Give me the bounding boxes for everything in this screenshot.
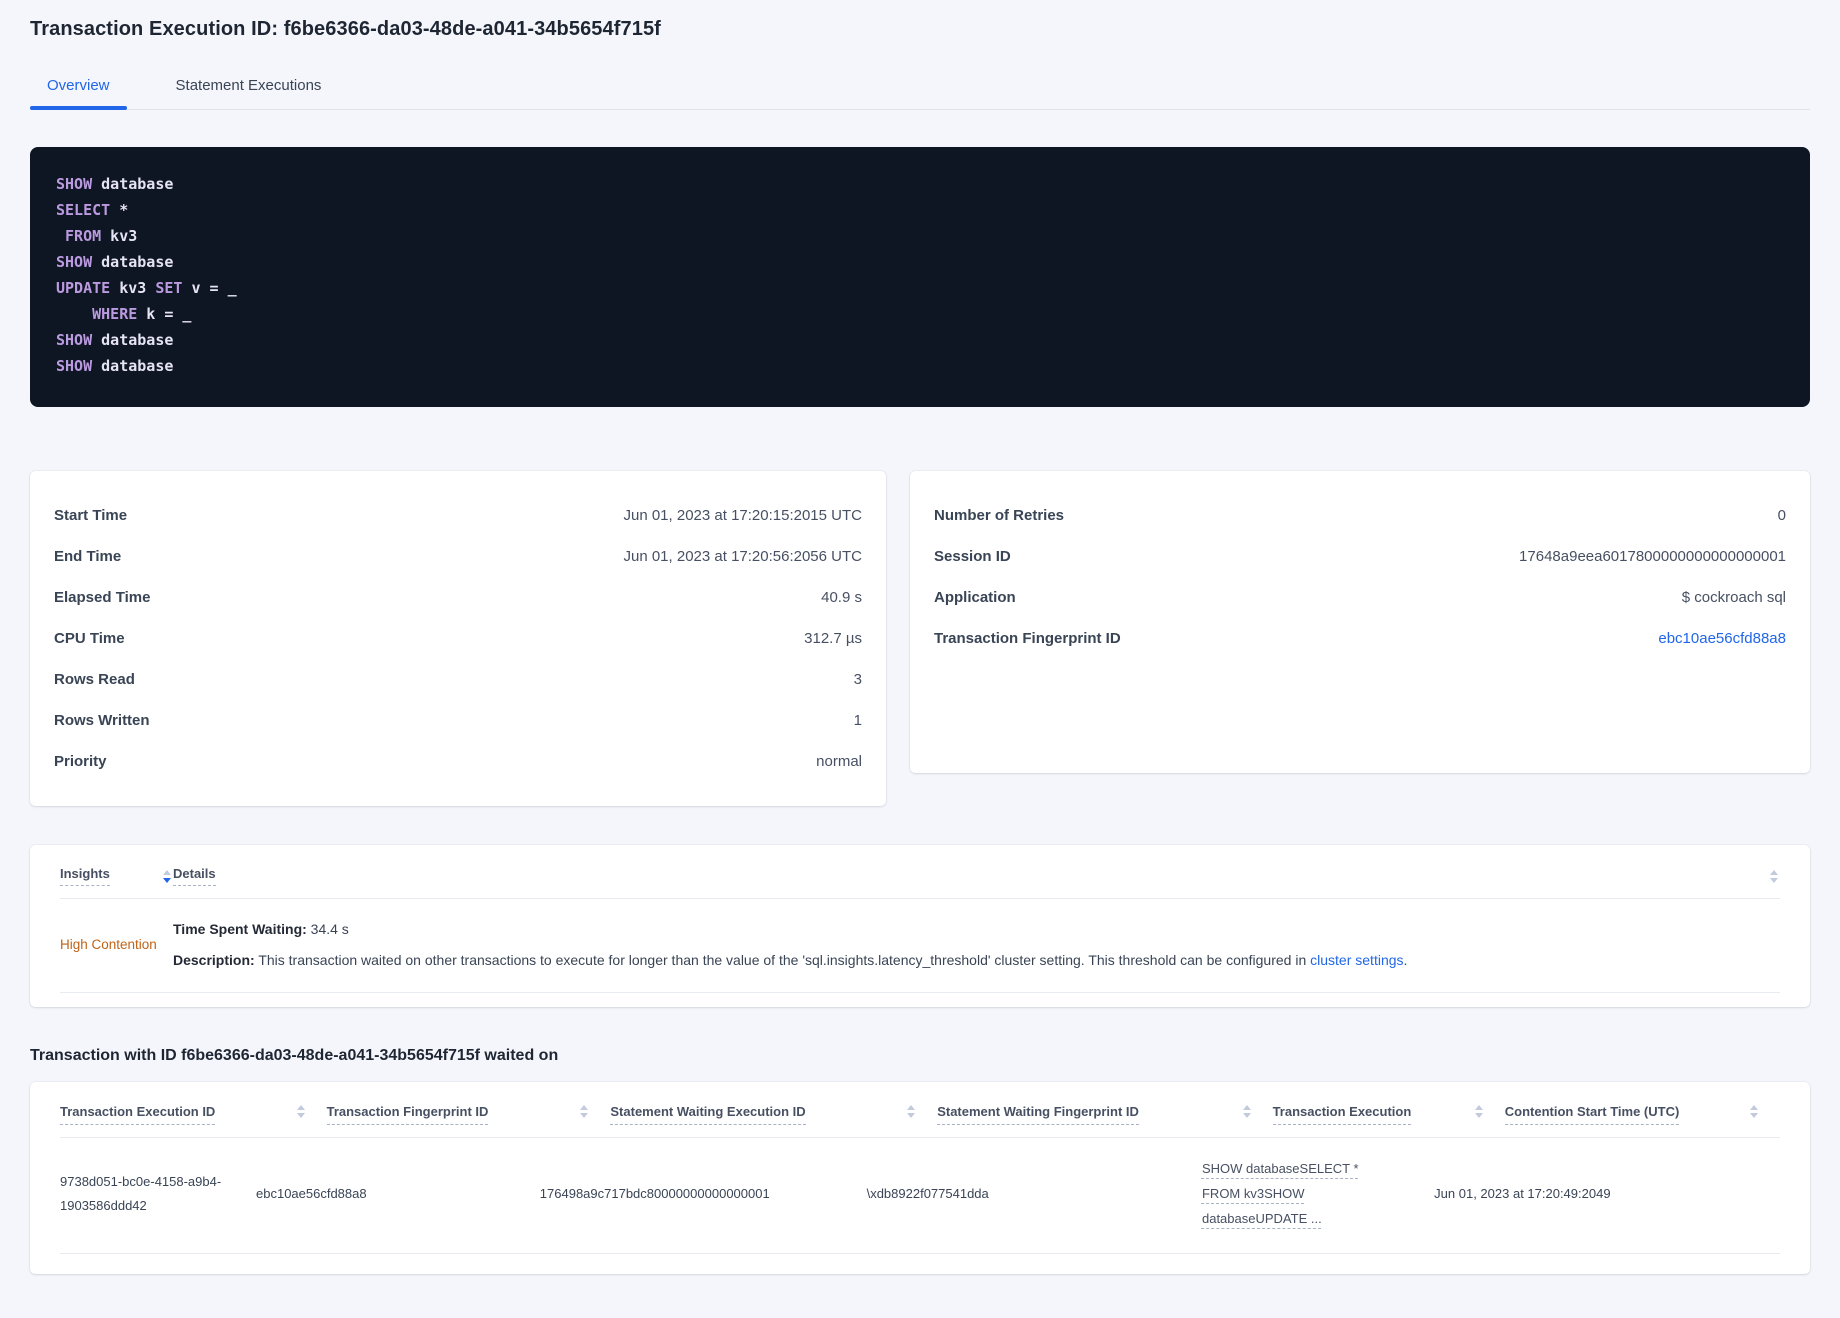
cell-transaction-execution: SHOW databaseSELECT * FROM kv3SHOW datab…: [1202, 1156, 1434, 1231]
sql-line: FROM kv3: [56, 227, 138, 245]
end-time-value: Jun 01, 2023 at 17:20:56:2056 UTC: [623, 548, 862, 565]
summary-row-retries: Number of Retries 0: [934, 495, 1786, 536]
row-label: Elapsed Time: [54, 589, 151, 606]
column-header-contention-start-time: Contention Start Time (UTC): [1504, 1103, 1780, 1125]
insight-type-badge: High Contention: [60, 937, 157, 952]
divider: [60, 1137, 1780, 1138]
column-header-transaction-execution-id: Transaction Execution ID: [60, 1103, 327, 1125]
summary-row-application: Application $ cockroach sql: [934, 577, 1786, 618]
cell-statement-waiting-fingerprint-id: \xdb8922f077541dda: [866, 1185, 989, 1201]
active-tab-underline: [30, 106, 127, 110]
tab-overview[interactable]: Overview: [30, 67, 127, 110]
start-time-value: Jun 01, 2023 at 17:20:15:2015 UTC: [623, 507, 862, 524]
row-label: Priority: [54, 753, 107, 770]
summary-row-priority: Priority normal: [54, 741, 862, 782]
sql-line: SHOW database: [56, 357, 174, 375]
sql-line: SHOW database: [56, 331, 174, 349]
elapsed-time-value: 40.9 s: [821, 589, 862, 606]
waited-table-row: 9738d051-bc0e-4158-a9b4-1903586ddd42 ebc…: [60, 1138, 1780, 1254]
row-label: Application: [934, 589, 1016, 606]
summary-row-start-time: Start Time Jun 01, 2023 at 17:20:15:2015…: [54, 495, 862, 536]
session-summary-card: Number of Retries 0 Session ID 17648a9ee…: [910, 471, 1810, 773]
cell-contention-start-time: Jun 01, 2023 at 17:20:49:2049: [1434, 1185, 1611, 1201]
column-header-statement-waiting-fingerprint-id: Statement Waiting Fingerprint ID: [937, 1103, 1272, 1125]
summary-row-end-time: End Time Jun 01, 2023 at 17:20:56:2056 U…: [54, 536, 862, 577]
waited-on-table-card: Transaction Execution ID Transaction Fin…: [30, 1082, 1810, 1274]
time-spent-waiting: Time Spent Waiting: 34.4 s: [173, 921, 349, 937]
row-label: Transaction Fingerprint ID: [934, 630, 1121, 647]
row-label: Session ID: [934, 548, 1011, 565]
divider: [60, 898, 1780, 899]
sort-icon[interactable]: [1748, 1103, 1760, 1120]
row-label: Start Time: [54, 507, 128, 524]
column-header-transaction-execution: Transaction Execution: [1272, 1103, 1505, 1125]
rows-written-value: 1: [853, 712, 862, 729]
sort-icon[interactable]: [578, 1103, 590, 1120]
tab-bar: Overview Statement Executions: [30, 67, 1810, 110]
row-label: Rows Written: [54, 712, 150, 729]
cpu-time-value: 312.7 µs: [804, 630, 862, 647]
insights-column-label[interactable]: Insights: [60, 866, 110, 886]
tab-overview-label: Overview: [47, 77, 110, 94]
row-label: Number of Retries: [934, 507, 1065, 524]
row-label: End Time: [54, 548, 122, 565]
rows-read-value: 3: [853, 671, 862, 688]
retries-value: 0: [1777, 507, 1786, 524]
cluster-settings-link[interactable]: cluster settings: [1310, 952, 1404, 968]
sort-icon[interactable]: [295, 1103, 307, 1120]
summary-row-txn-fingerprint-id: Transaction Fingerprint ID ebc10ae56cfd8…: [934, 618, 1786, 659]
session-id-value: 17648a9eea6017800000000000000001: [1519, 548, 1786, 565]
page-title: Transaction Execution ID: f6be6366-da03-…: [30, 18, 661, 40]
insights-table-card: Insights Details High Contention Time Sp…: [30, 845, 1810, 1007]
sort-icon[interactable]: [1473, 1103, 1485, 1120]
transaction-fingerprint-id-link[interactable]: ebc10ae56cfd88a8: [1658, 630, 1786, 647]
insight-description: Description: This transaction waited on …: [173, 952, 1408, 968]
summary-row-elapsed-time: Elapsed Time 40.9 s: [54, 577, 862, 618]
sql-line: SELECT *: [56, 201, 129, 219]
transaction-execution-link[interactable]: SHOW databaseSELECT * FROM kv3SHOW datab…: [1201, 1161, 1359, 1226]
details-column-label[interactable]: Details: [173, 866, 216, 886]
tab-statement-executions[interactable]: Statement Executions: [159, 67, 339, 109]
summary-row-rows-read: Rows Read 3: [54, 659, 862, 700]
execution-summary-card: Start Time Jun 01, 2023 at 17:20:15:2015…: [30, 471, 886, 806]
summary-cards-row: Start Time Jun 01, 2023 at 17:20:15:2015…: [30, 471, 1810, 806]
insights-column-header: Insights: [60, 866, 173, 886]
column-header-transaction-fingerprint-id: Transaction Fingerprint ID: [326, 1103, 611, 1125]
waited-table-header: Transaction Execution ID Transaction Fin…: [60, 1082, 1780, 1137]
column-header-statement-waiting-execution-id: Statement Waiting Execution ID: [610, 1103, 937, 1125]
sql-line: SHOW database: [56, 253, 174, 271]
summary-row-cpu-time: CPU Time 312.7 µs: [54, 618, 862, 659]
sort-icon[interactable]: [1768, 868, 1780, 885]
cell-transaction-execution-id: 9738d051-bc0e-4158-a9b4-1903586ddd42: [60, 1173, 222, 1213]
priority-value: normal: [816, 753, 862, 770]
summary-row-rows-written: Rows Written 1: [54, 700, 862, 741]
sql-statements-box: SHOW database SELECT * FROM kv3 SHOW dat…: [30, 147, 1810, 407]
insight-details: Time Spent Waiting: 34.4 s Description: …: [173, 919, 1780, 970]
cell-transaction-fingerprint-id: ebc10ae56cfd88a8: [256, 1185, 367, 1201]
insights-table-header: Insights Details: [60, 845, 1780, 898]
transaction-details-page: Transaction Execution ID: f6be6366-da03-…: [0, 18, 1840, 1274]
sort-icon[interactable]: [905, 1103, 917, 1120]
cell-statement-waiting-execution-id: 176498a9c717bdc80000000000000001: [539, 1185, 770, 1201]
application-value: $ cockroach sql: [1681, 589, 1786, 606]
summary-row-session-id: Session ID 17648a9eea6017800000000000000…: [934, 536, 1786, 577]
sort-icon[interactable]: [161, 868, 173, 885]
sql-line: UPDATE kv3 SET v = _: [56, 279, 237, 297]
waited-on-section-heading: Transaction with ID f6be6366-da03-48de-a…: [30, 1047, 559, 1064]
sql-line: SHOW database: [56, 175, 174, 193]
sql-line: WHERE k = _: [56, 305, 192, 323]
tab-statement-executions-label: Statement Executions: [175, 77, 322, 94]
row-label: CPU Time: [54, 630, 125, 647]
sort-icon[interactable]: [1241, 1103, 1253, 1120]
row-label: Rows Read: [54, 671, 135, 688]
insight-row: High Contention Time Spent Waiting: 34.4…: [60, 899, 1780, 993]
